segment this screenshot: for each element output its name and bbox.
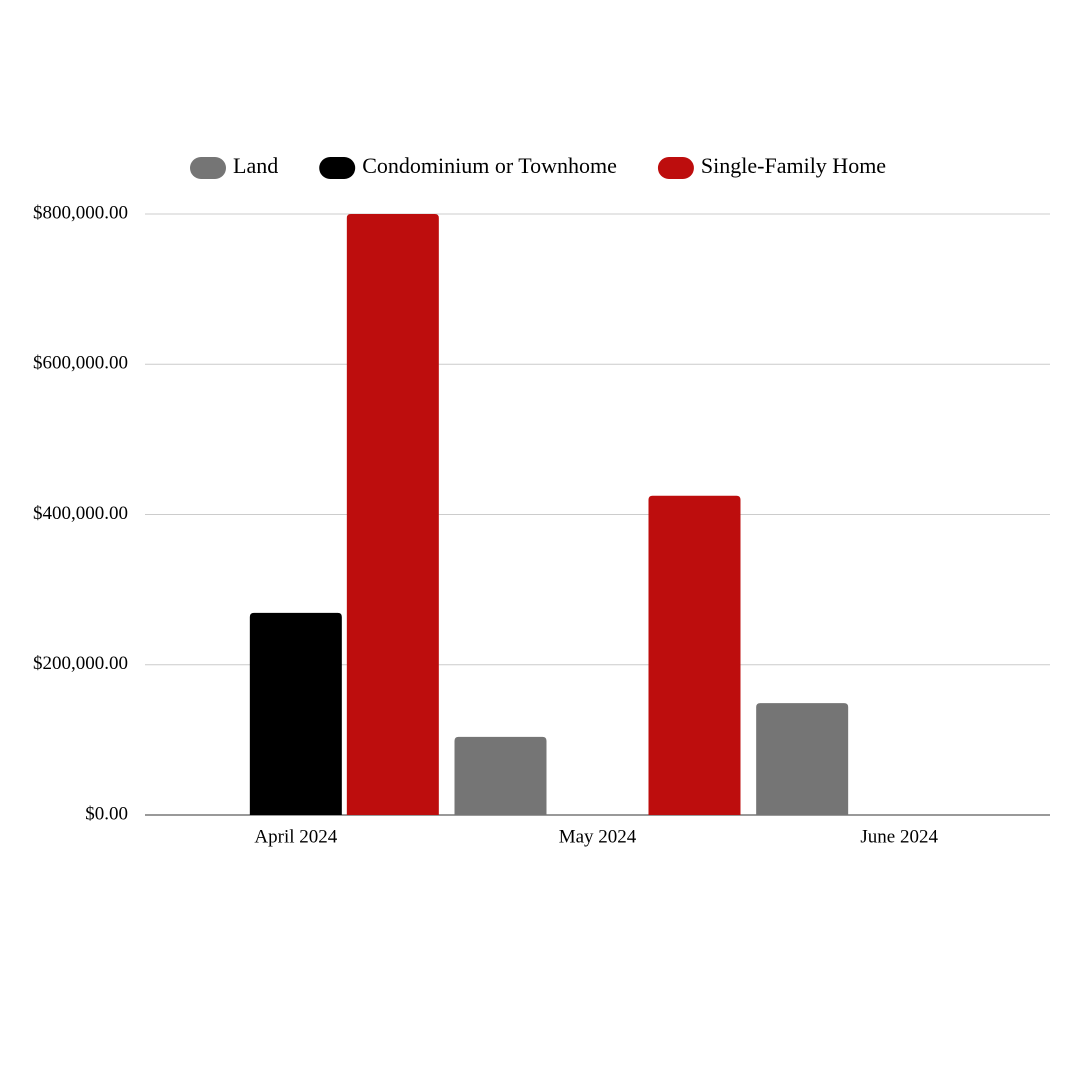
bar — [648, 495, 741, 815]
legend-label: Single-Family Home — [701, 153, 886, 178]
legend-swatch — [190, 157, 226, 179]
y-tick-label: $200,000.00 — [33, 653, 128, 674]
x-tick-label: April 2024 — [254, 826, 337, 847]
legend-label: Condominium or Townhome — [362, 153, 617, 178]
y-tick-label: $0.00 — [85, 803, 128, 824]
y-tick-label: $800,000.00 — [33, 202, 128, 223]
y-tick-label: $400,000.00 — [33, 503, 128, 524]
bar — [756, 703, 849, 815]
legend: Land Condominium or Townhome Single-Family… — [190, 153, 886, 179]
bar — [249, 612, 342, 815]
y-tick-label: $600,000.00 — [33, 353, 128, 374]
legend-swatch — [657, 157, 694, 179]
legend-label: Land — [233, 153, 278, 178]
legend-swatch — [319, 157, 356, 179]
x-tick-label: May 2024 — [559, 826, 637, 847]
x-tick-label: June 2024 — [860, 826, 938, 847]
bar — [454, 736, 547, 815]
bar — [346, 214, 439, 815]
